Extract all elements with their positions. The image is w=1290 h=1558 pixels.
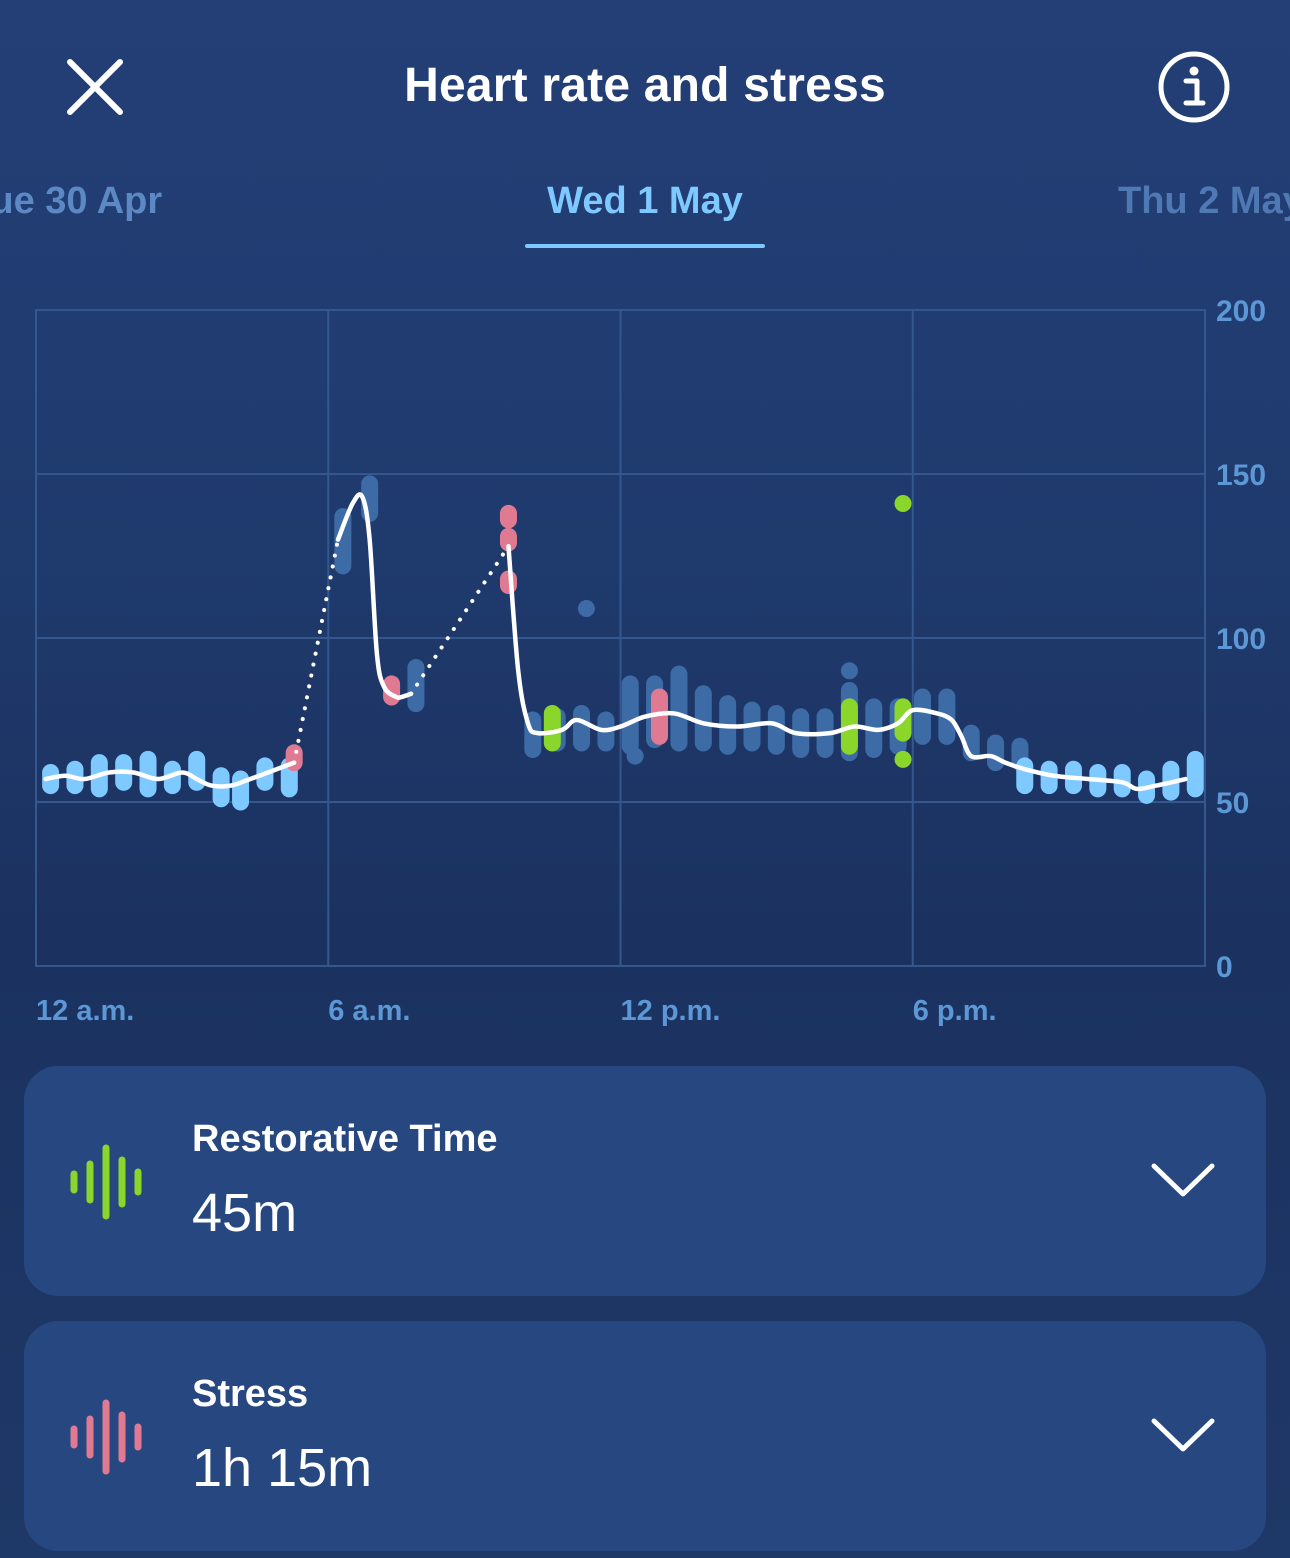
info-icon: [1158, 51, 1230, 123]
x-tick-label: 6 p.m.: [913, 995, 997, 1027]
x-tick-label: 6 a.m.: [328, 995, 410, 1027]
heart-rate-line: [335, 492, 414, 701]
date-selector: Tue 30 Apr Wed 1 May Thu 2 May: [0, 170, 1290, 260]
tab-previous-day[interactable]: Tue 30 Apr: [0, 180, 163, 222]
active-heart-rate-point: [626, 747, 644, 765]
restorative-time-card[interactable]: Restorative Time 45m: [24, 1066, 1266, 1296]
heart-rate-line: [506, 543, 1188, 792]
active-tab-indicator: [525, 244, 765, 248]
y-tick-label: 200: [1216, 295, 1266, 328]
y-tick-label: 0: [1216, 951, 1233, 984]
active-heart-rate-point: [840, 662, 858, 680]
info-button[interactable]: [1157, 50, 1231, 124]
y-tick-label: 100: [1216, 623, 1266, 656]
heart-rate-chart: 0 50 100 150 200 12 a.m. 6 a.m. 12 p.m. 6 p.m.: [0, 280, 1290, 1040]
x-tick-label: 12 p.m.: [621, 995, 721, 1027]
stress-card[interactable]: Stress 1h 15m: [24, 1321, 1266, 1551]
heart-rate-chart-svg: 0 50 100 150 200 12 a.m. 6 a.m. 12 p.m. 6 p.m.: [35, 295, 1266, 1027]
heart-rate-gap-line: [292, 537, 340, 765]
y-tick-label: 150: [1216, 459, 1266, 492]
restorative-time-value: 45m: [192, 1183, 298, 1243]
stress-label: Stress: [192, 1373, 309, 1415]
x-tick-label: 12 a.m.: [36, 995, 134, 1027]
close-icon: [67, 59, 123, 115]
close-button[interactable]: [62, 54, 128, 120]
chevron-down-icon[interactable]: [1150, 1413, 1216, 1457]
page-title: Heart rate and stress: [404, 59, 886, 112]
tab-current-day[interactable]: Wed 1 May: [547, 180, 743, 222]
stress-value: 1h 15m: [192, 1438, 373, 1498]
restorative-time-label: Restorative Time: [192, 1118, 498, 1160]
active-heart-rate-point: [577, 599, 595, 617]
y-tick-label: 50: [1216, 787, 1249, 820]
heart-rate-gap-line: [409, 544, 511, 696]
stress-waveform-icon: [70, 1399, 142, 1475]
header: Heart rate and stress: [0, 0, 1290, 175]
chevron-down-icon[interactable]: [1150, 1158, 1216, 1202]
tab-next-day[interactable]: Thu 2 May: [1118, 180, 1290, 222]
heart-rate-line: [43, 760, 297, 789]
restorative-waveform-icon: [70, 1144, 142, 1220]
